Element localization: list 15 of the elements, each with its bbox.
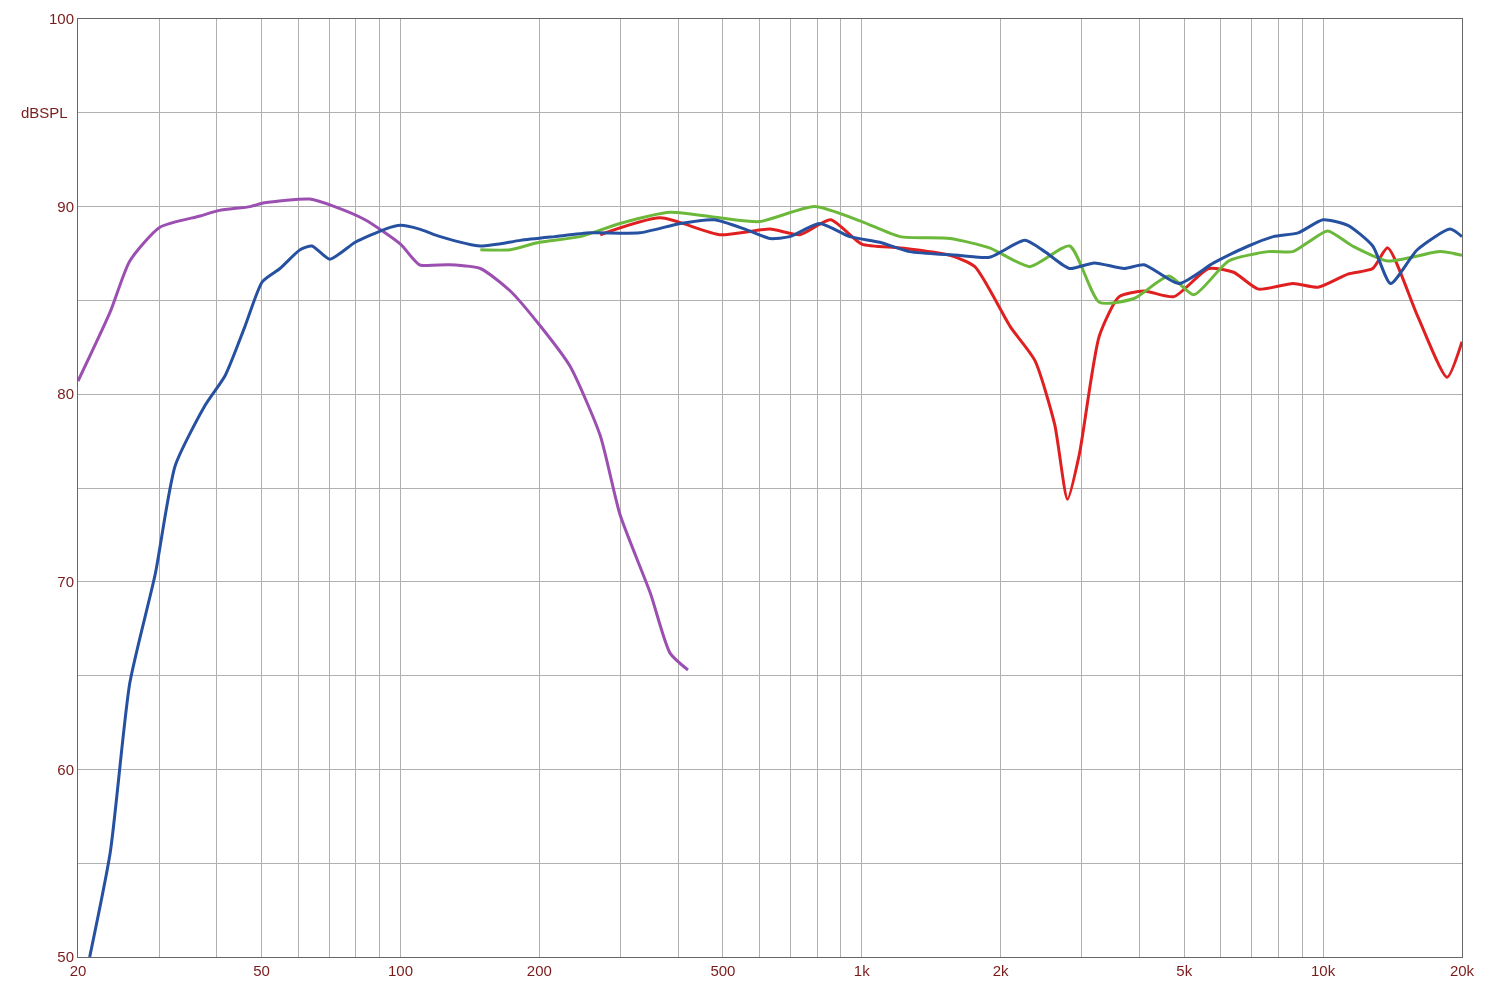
y-tick-label: 90 (57, 197, 74, 215)
x-tick-label: 5k (1176, 962, 1193, 979)
y-axis-title: dBSPL (21, 104, 68, 121)
y-tick-label: 100 (48, 10, 74, 28)
x-tick-label: 1k (853, 962, 871, 979)
x-tick-label: 2k (992, 962, 1010, 979)
y-tick-label: 60 (57, 760, 74, 778)
x-tick-label: 100 (387, 962, 413, 979)
x-tick-label: 50 (253, 962, 270, 979)
y-tick-label: 80 (57, 385, 74, 403)
y-tick-label: 70 (57, 573, 74, 591)
x-tick-label: 200 (526, 962, 552, 979)
x-tick-label: 10k (1311, 962, 1336, 979)
x-tick-label: 500 (710, 962, 736, 979)
x-tick-label: 20k (1449, 962, 1475, 979)
